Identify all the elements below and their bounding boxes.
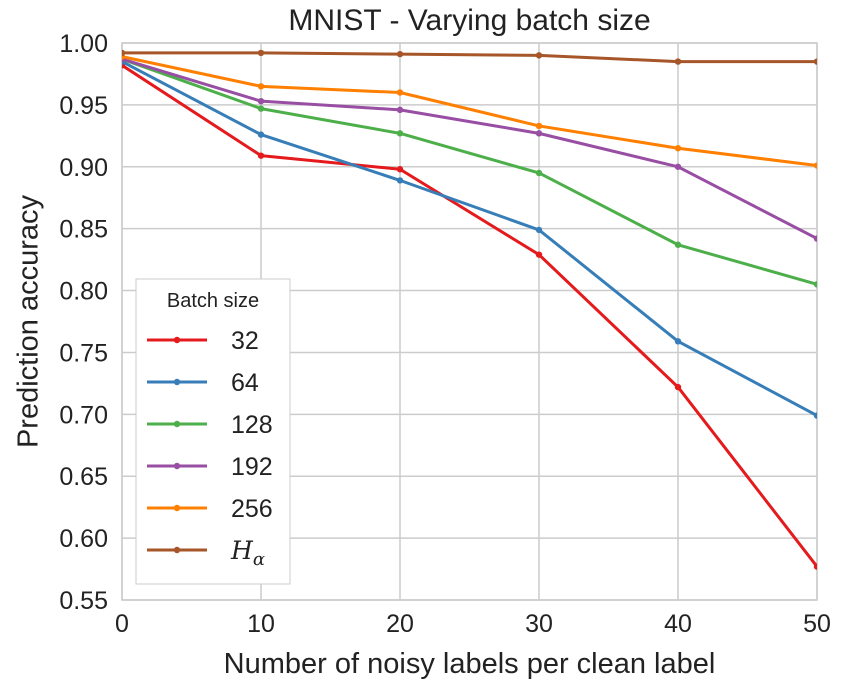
legend-label: 64	[231, 369, 259, 397]
data-point	[813, 281, 817, 288]
data-point	[535, 251, 543, 258]
data-point	[535, 122, 543, 130]
y-tick-label: 1.00	[59, 30, 108, 58]
x-tick-label: 0	[115, 610, 129, 638]
legend-item: 192	[147, 453, 273, 481]
series-line	[122, 57, 817, 240]
series-4	[122, 53, 817, 169]
data-point	[396, 166, 404, 173]
y-tick-label: 0.60	[59, 525, 108, 553]
y-tick-label: 0.75	[59, 339, 108, 367]
data-point	[674, 163, 682, 170]
y-tick-label: 0.55	[59, 587, 108, 615]
data-point	[813, 235, 817, 242]
series-line	[122, 55, 817, 168]
legend-box	[135, 278, 291, 585]
legend-label: Hα	[230, 536, 265, 570]
y-tick-label: 0.95	[59, 92, 108, 120]
legend: Batch size 32 64 128 192 256 Hα	[135, 278, 291, 585]
legend-item: 128	[147, 411, 273, 439]
data-point	[122, 49, 126, 57]
legend-item: 256	[147, 495, 273, 523]
data-point	[257, 97, 265, 105]
data-point	[396, 106, 404, 114]
data-point	[396, 177, 404, 184]
legend-label: 256	[231, 495, 273, 523]
series-3	[122, 55, 817, 242]
data-point	[257, 49, 265, 57]
data-point	[535, 130, 543, 137]
legend-item: Hα	[147, 536, 265, 570]
legend-marker	[173, 378, 181, 386]
data-point	[674, 383, 682, 391]
legend-marker	[173, 504, 181, 512]
legend-item: 32	[147, 327, 259, 355]
y-tick-label: 0.90	[59, 154, 108, 182]
data-point	[813, 58, 817, 65]
legend-label: 32	[231, 327, 259, 355]
chart-title: MNIST - Varying batch size	[288, 4, 650, 37]
y-tick-label: 0.85	[59, 216, 108, 244]
legend-label: 128	[231, 411, 273, 439]
series-0	[122, 62, 817, 570]
legend-label: 192	[231, 453, 273, 481]
y-axis-title: Prediction accuracy	[13, 194, 45, 448]
data-point	[674, 241, 682, 248]
series-line	[122, 51, 817, 64]
y-tick-label: 0.65	[59, 463, 108, 491]
x-tick-label: 40	[664, 610, 692, 638]
data-point	[257, 152, 265, 159]
data-point	[396, 130, 404, 137]
legend-marker	[173, 420, 181, 428]
data-point	[535, 52, 543, 59]
data-point	[813, 412, 817, 419]
x-axis-ticks: 0 10 20 30 40 50	[115, 610, 831, 638]
x-tick-label: 10	[247, 610, 275, 638]
legend-item: 64	[147, 369, 259, 397]
data-point	[396, 50, 404, 58]
legend-marker	[173, 546, 181, 554]
data-point	[396, 89, 404, 96]
x-tick-label: 20	[386, 610, 414, 638]
data-point	[674, 338, 682, 345]
series-line	[122, 64, 817, 568]
series-lines	[122, 49, 817, 570]
x-tick-label: 50	[803, 610, 831, 638]
legend-marker	[173, 462, 181, 470]
data-point	[813, 563, 817, 570]
data-point	[535, 226, 543, 234]
data-point	[674, 145, 682, 152]
data-point	[535, 169, 543, 177]
y-tick-label: 0.70	[59, 401, 108, 429]
y-axis-ticks: 0.55 0.60 0.65 0.70 0.75 0.80 0.85 0.90 0.95 1.00	[59, 30, 108, 615]
x-tick-label: 30	[525, 610, 553, 638]
series-line	[122, 60, 817, 417]
x-axis-title: Number of noisy labels per clean label	[224, 648, 716, 680]
legend-title: Batch size	[167, 290, 259, 312]
series-line	[122, 57, 817, 286]
series-5	[122, 49, 817, 65]
data-point	[257, 105, 265, 112]
y-tick-label: 0.80	[59, 278, 108, 306]
data-point	[813, 162, 817, 169]
data-point	[674, 58, 682, 65]
data-point	[257, 131, 265, 138]
plot-area-frame	[121, 42, 818, 601]
legend-marker	[173, 336, 181, 344]
data-point	[257, 83, 265, 90]
